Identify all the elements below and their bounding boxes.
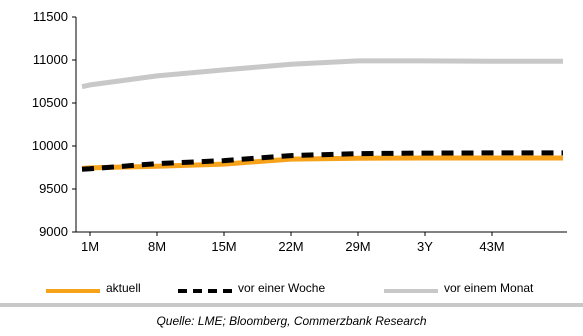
y-tick-label-10000: 10000 bbox=[32, 138, 68, 153]
x-tick-label-29M: 29M bbox=[345, 239, 370, 254]
x-tick-label-43M: 43M bbox=[479, 239, 504, 254]
y-tick-label-11500: 11500 bbox=[33, 9, 68, 24]
y-tick-label-9500: 9500 bbox=[39, 181, 68, 196]
y-tick-label-11000: 11000 bbox=[33, 52, 68, 67]
legend-swatch-aktuell bbox=[46, 283, 100, 293]
x-tick-label-15M: 15M bbox=[211, 239, 236, 254]
series-line-vor-einer-woche bbox=[81, 150, 563, 172]
legend-item-vor-einer-woche: vor einer Woche bbox=[178, 276, 325, 300]
x-tick-label-22M: 22M bbox=[278, 239, 303, 254]
legend: aktuell vor einer Woche vor einem Monat bbox=[0, 276, 583, 300]
y-tick-label-9000: 9000 bbox=[39, 224, 68, 239]
legend-item-vor-einem-monat: vor einem Monat bbox=[384, 276, 533, 300]
legend-label-vor-einem-monat: vor einem Monat bbox=[444, 281, 534, 295]
x-tick-label-1M: 1M bbox=[81, 239, 99, 254]
series-line-aktuell bbox=[81, 155, 563, 171]
legend-swatch-vor-einer-woche bbox=[178, 283, 232, 293]
source-note: Quelle: LME; Bloomberg, Commerzbank Rese… bbox=[156, 314, 427, 328]
divider bbox=[0, 303, 583, 307]
x-tick-label-8M: 8M bbox=[148, 239, 166, 254]
legend-swatch-vor-einem-monat bbox=[384, 283, 438, 293]
series-line-vor-einem-monat bbox=[81, 58, 563, 90]
chart-plot: 9000 9500 10000 10500 11000 11500 1M 8M 15M 22M 29… bbox=[32, 9, 567, 254]
x-tick-label-3Y: 3Y bbox=[417, 239, 433, 254]
y-tick-label-10500: 10500 bbox=[32, 95, 68, 110]
legend-label-vor-einer-woche: vor einer Woche bbox=[238, 281, 326, 295]
legend-label-aktuell: aktuell bbox=[106, 281, 141, 295]
legend-item-aktuell: aktuell bbox=[46, 276, 141, 300]
